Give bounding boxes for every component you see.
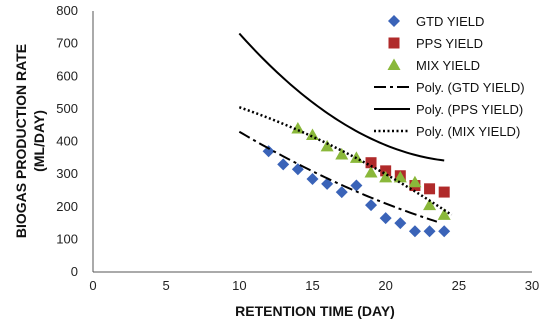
x-tick-labels: 0 5 10 15 20 25 30 <box>89 278 539 293</box>
x-tick-label: 0 <box>89 278 96 293</box>
legend: GTD YIELD PPS YIELD MIX YIELD Poly. (GTD YI… <box>374 14 525 139</box>
legend-marker-triangle <box>387 58 401 70</box>
data-point-square <box>438 186 450 198</box>
plot-marks <box>262 121 451 238</box>
legend-marker-square <box>388 37 400 49</box>
legend-label: GTD YIELD <box>416 14 484 29</box>
data-point-diamond <box>335 186 348 199</box>
y-tick-label: 300 <box>56 166 78 181</box>
y-tick-label: 600 <box>56 68 78 83</box>
data-point-diamond <box>321 177 334 190</box>
legend-marker-diamond <box>388 15 400 27</box>
y-tick-label: 700 <box>56 36 78 51</box>
y-axis-title-line2: (ML/DAY) <box>31 110 47 172</box>
data-point-diamond <box>277 158 290 171</box>
data-point-diamond <box>394 217 407 230</box>
data-point-triangle <box>379 170 393 183</box>
data-point-diamond <box>365 199 378 212</box>
x-tick-label: 5 <box>163 278 170 293</box>
y-axis-title: BIOGAS PRODUCTION RATE (ML/DAY) <box>13 44 47 238</box>
y-tick-label: 200 <box>56 199 78 214</box>
data-point-diamond <box>423 225 436 238</box>
data-point-square <box>380 165 392 177</box>
data-point-square <box>365 157 377 169</box>
data-point-square <box>424 183 436 195</box>
data-point-triangle <box>393 170 407 183</box>
data-point-triangle <box>335 148 349 160</box>
data-point-diamond <box>350 179 363 192</box>
data-point-triangle <box>423 198 437 211</box>
y-axis-title-line1: BIOGAS PRODUCTION RATE <box>13 44 29 238</box>
x-tick-label: 25 <box>452 278 466 293</box>
legend-label: MIX YIELD <box>416 58 480 73</box>
data-point-diamond <box>262 145 275 158</box>
y-tick-label: 400 <box>56 134 78 149</box>
y-tick-labels: 0 100 200 300 400 500 600 700 800 <box>56 3 78 279</box>
legend-label: PPS YIELD <box>416 36 483 51</box>
legend-label: Poly. (PPS YIELD) <box>416 102 523 117</box>
data-point-diamond <box>438 225 451 238</box>
y-tick-label: 0 <box>71 264 78 279</box>
x-axis-title: RETENTION TIME (DAY) <box>235 303 395 319</box>
legend-label: Poly. (GTD YIELD) <box>416 80 525 95</box>
data-point-triangle <box>408 175 422 188</box>
trendline-dotted <box>238 106 453 216</box>
data-point-triangle <box>364 165 378 178</box>
axes <box>92 11 532 273</box>
trendlines <box>238 32 453 223</box>
x-tick-label: 30 <box>525 278 539 293</box>
data-point-triangle <box>291 121 305 134</box>
x-tick-label: 15 <box>305 278 319 293</box>
legend-label: Poly. (MIX YIELD) <box>416 124 520 139</box>
trendline-solid <box>238 32 445 162</box>
data-point-diamond <box>306 173 319 186</box>
y-tick-label: 500 <box>56 101 78 116</box>
trendline-dash-dot <box>238 130 438 223</box>
x-tick-label: 20 <box>378 278 392 293</box>
data-point-triangle <box>320 139 334 152</box>
data-point-triangle <box>437 208 451 220</box>
x-tick-label: 10 <box>232 278 246 293</box>
data-point-diamond <box>408 225 421 238</box>
y-tick-label: 800 <box>56 3 78 18</box>
y-tick-label: 100 <box>56 231 78 246</box>
data-point-diamond <box>379 212 392 225</box>
